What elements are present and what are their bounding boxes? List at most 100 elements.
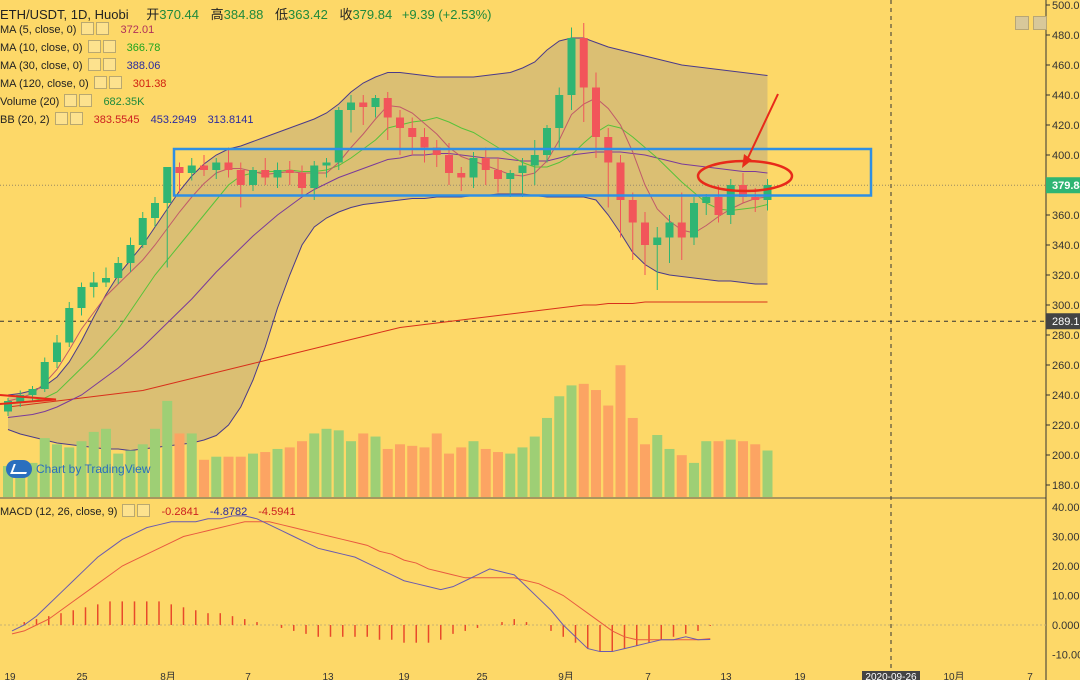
candle-body (16, 395, 25, 403)
candle-body (28, 389, 37, 395)
settings-icon[interactable] (81, 22, 95, 35)
close-icon[interactable] (69, 112, 83, 125)
volume-bar (591, 390, 601, 497)
legend-ma5-name: MA (5, close, 0) (0, 24, 77, 36)
settings-icon[interactable] (93, 76, 107, 89)
volume-bar (358, 433, 369, 497)
price-axis-label: 200.00 (1052, 450, 1080, 462)
legend-bb-name: BB (20, 2) (0, 114, 50, 126)
tradingview-watermark[interactable]: Chart by TradingView (6, 460, 151, 478)
close-icon[interactable] (137, 504, 151, 517)
candle-body (726, 185, 735, 215)
price-axis-label: 400.00 (1052, 150, 1080, 162)
time-axis-label: 19 (4, 672, 16, 680)
volume-bar (750, 444, 761, 497)
legend-macd[interactable]: MACD (12, 26, close, 9) -0.2841 -4.8782 … (0, 504, 296, 520)
candle-body (77, 287, 86, 308)
volume-bar (248, 453, 258, 497)
time-axis-label: 25 (476, 672, 488, 680)
candle-body (690, 203, 698, 238)
legend-bb-basis: 383.5545 (93, 114, 140, 126)
volume-bar (88, 431, 99, 497)
candle-body (751, 197, 760, 200)
open-value: 370.44 (159, 7, 199, 22)
candle-body (579, 38, 588, 88)
maximize-button[interactable] (1033, 16, 1047, 30)
high-value: 384.88 (223, 7, 264, 22)
candle-body (592, 87, 600, 137)
volume-bar (113, 453, 124, 497)
candle-body (322, 162, 331, 166)
volume-bar (566, 385, 577, 497)
symbol-title[interactable]: ETH/USDT, 1D, Huobi (0, 7, 129, 22)
candle-body (261, 170, 270, 178)
watermark-text: Chart by TradingView (36, 462, 151, 476)
price-axis-label: 260.00 (1052, 360, 1080, 372)
legend-macd-hist: -0.2841 (161, 506, 199, 518)
volume-bar (640, 444, 650, 497)
price-axis-label: 320.00 (1052, 270, 1080, 282)
candle-body (138, 218, 147, 245)
legend-ma120-value: 301.38 (132, 78, 167, 90)
volume-bar (701, 441, 712, 497)
legend-ma10[interactable]: MA (10, close, 0) 366.78 (0, 40, 160, 56)
candle-body (445, 155, 453, 173)
low-value: 363.42 (288, 7, 328, 22)
time-axis-label: 10月 (943, 671, 964, 680)
time-axis-label: 7 (245, 672, 251, 680)
settings-icon[interactable] (122, 504, 136, 517)
macd-axis-label: 10.0000 (1052, 591, 1080, 603)
last-price-badge (1046, 177, 1080, 194)
legend-ma10-value: 366.78 (126, 42, 161, 54)
scale-toggle-button[interactable] (1015, 16, 1029, 30)
time-axis-label: 13 (720, 672, 732, 680)
candle-body (89, 282, 98, 287)
volume-bar (493, 452, 503, 497)
legend-volume[interactable]: Volume (20) 682.35K (0, 94, 144, 110)
volume-bar (309, 433, 320, 497)
volume-bar (480, 448, 491, 497)
volume-bar (395, 444, 405, 497)
candle-body (347, 102, 355, 110)
arrow-head-annotation (742, 154, 752, 168)
volume-bar (211, 456, 222, 497)
legend-bb[interactable]: BB (20, 2) 383.5545 453.2949 313.8141 (0, 112, 253, 128)
candle-body (653, 237, 662, 245)
close-icon[interactable] (79, 94, 93, 107)
legend-ma120[interactable]: MA (120, close, 0) 301.38 (0, 76, 166, 92)
close-icon[interactable] (102, 58, 116, 71)
candle-body (53, 342, 61, 362)
volume-bar (407, 445, 418, 497)
volume-bar (370, 436, 381, 497)
candle-body (396, 117, 404, 128)
ma30-line (7, 151, 768, 418)
settings-icon[interactable] (64, 94, 78, 107)
settings-icon[interactable] (87, 58, 101, 71)
candle-body (310, 165, 319, 188)
legend-ma5[interactable]: MA (5, close, 0) 372.01 (0, 22, 154, 38)
price-axis-label: 460.00 (1052, 60, 1080, 72)
volume-bar (15, 469, 26, 497)
crosshair-price-badge (1046, 313, 1080, 330)
close-icon[interactable] (108, 76, 122, 89)
price-axis-label: 220.00 (1052, 420, 1080, 432)
candle-body (236, 170, 245, 185)
price-axis-label: 280.00 (1052, 330, 1080, 342)
high-label: 高 (210, 7, 224, 22)
close-icon[interactable] (102, 40, 116, 53)
volume-bar (603, 405, 614, 497)
settings-icon[interactable] (87, 40, 101, 53)
time-axis-label: 7 (1027, 672, 1033, 680)
range-box-annotation (172, 147, 873, 197)
volume-bar (137, 444, 148, 497)
legend-macd-signal: -4.5941 (258, 506, 296, 518)
legend-ma30-value: 388.06 (126, 60, 161, 72)
volume-bar (321, 428, 332, 497)
candle-body (481, 158, 490, 170)
legend-ma30[interactable]: MA (30, close, 0) 388.06 (0, 58, 160, 74)
settings-icon[interactable] (54, 112, 68, 125)
close-icon[interactable] (96, 22, 110, 35)
legend-ma30-name: MA (30, close, 0) (0, 60, 83, 72)
candle-body (457, 173, 466, 178)
